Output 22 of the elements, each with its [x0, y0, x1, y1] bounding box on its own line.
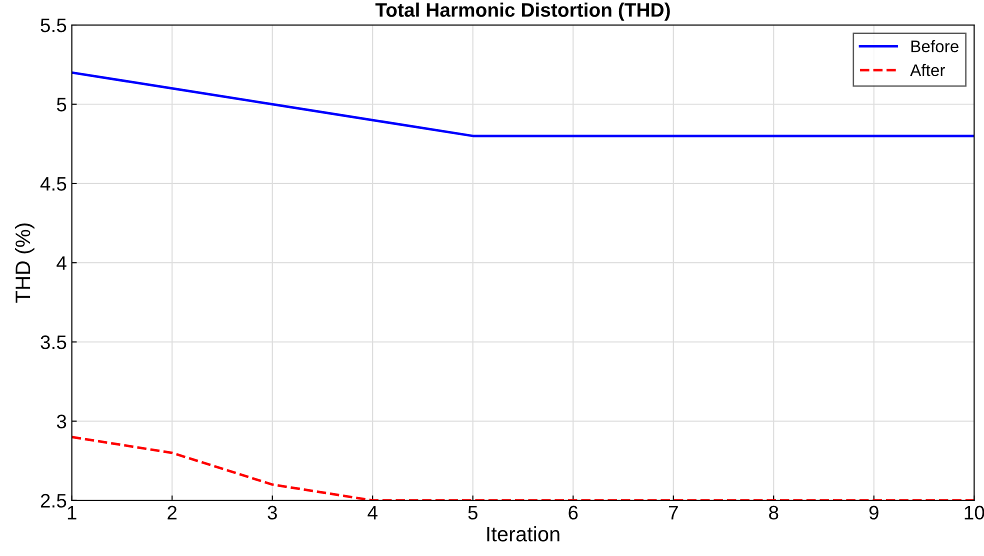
x-tick-label: 9 — [869, 506, 878, 520]
y-tick-label: 5.5 — [40, 18, 66, 32]
x-tick-label: 3 — [268, 506, 277, 520]
x-tick-label: 10 — [964, 506, 984, 520]
chart-title: Total Harmonic Distortion (THD) — [375, 2, 670, 21]
x-tick-label: 4 — [368, 506, 378, 520]
y-axis-title: THD (%) — [14, 224, 34, 303]
x-tick-label: 6 — [568, 506, 578, 520]
legend-label: After — [910, 64, 945, 76]
legend-label: Before — [911, 40, 958, 52]
x-tick-label: 8 — [769, 506, 778, 520]
y-tick-label: 3.5 — [40, 335, 66, 350]
y-tick-label: 3 — [56, 414, 66, 428]
x-tick-label: 1 — [68, 506, 76, 520]
y-tick-label: 5 — [56, 98, 66, 112]
x-axis-title: Iteration — [487, 526, 560, 542]
y-tick-label: 4.5 — [40, 177, 66, 191]
x-tick-label: 7 — [668, 506, 678, 520]
x-tick-label: 5 — [468, 506, 478, 520]
y-tick-label: 4 — [56, 256, 66, 270]
x-tick-label: 2 — [168, 506, 177, 520]
y-tick-label: 2.5 — [40, 494, 66, 508]
